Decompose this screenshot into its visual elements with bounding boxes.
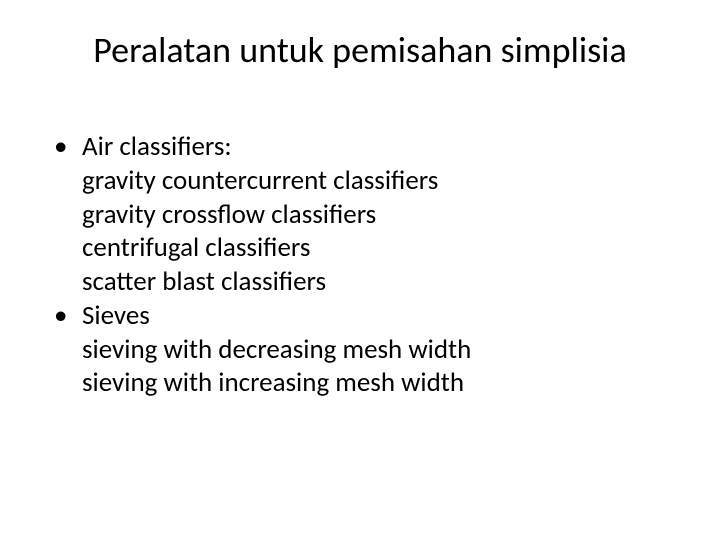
slide-body: Air classifiers: gravity countercurrent …	[54, 130, 666, 400]
bullet-subline: gravity crossflow classifiers	[82, 198, 666, 232]
bullet-label: Sieves	[82, 299, 150, 332]
bullet-subline: gravity countercurrent classifiers	[82, 164, 666, 198]
bullet-item: Sieves sieving with decreasing mesh widt…	[54, 299, 666, 400]
bullet-subline: sieving with decreasing mesh width	[82, 333, 666, 367]
bullet-subline: centrifugal classifiers	[82, 231, 666, 265]
bullet-subline: scatter blast classifiers	[82, 265, 666, 299]
bullet-item: Air classifiers: gravity countercurrent …	[54, 130, 666, 299]
bullet-subline: sieving with increasing mesh width	[82, 366, 666, 400]
bullet-label: Air classifiers:	[82, 130, 232, 163]
slide: Peralatan untuk pemisahan simplisia Air …	[0, 0, 720, 540]
bullet-list: Air classifiers: gravity countercurrent …	[54, 130, 666, 400]
slide-title: Peralatan untuk pemisahan simplisia	[0, 28, 720, 72]
